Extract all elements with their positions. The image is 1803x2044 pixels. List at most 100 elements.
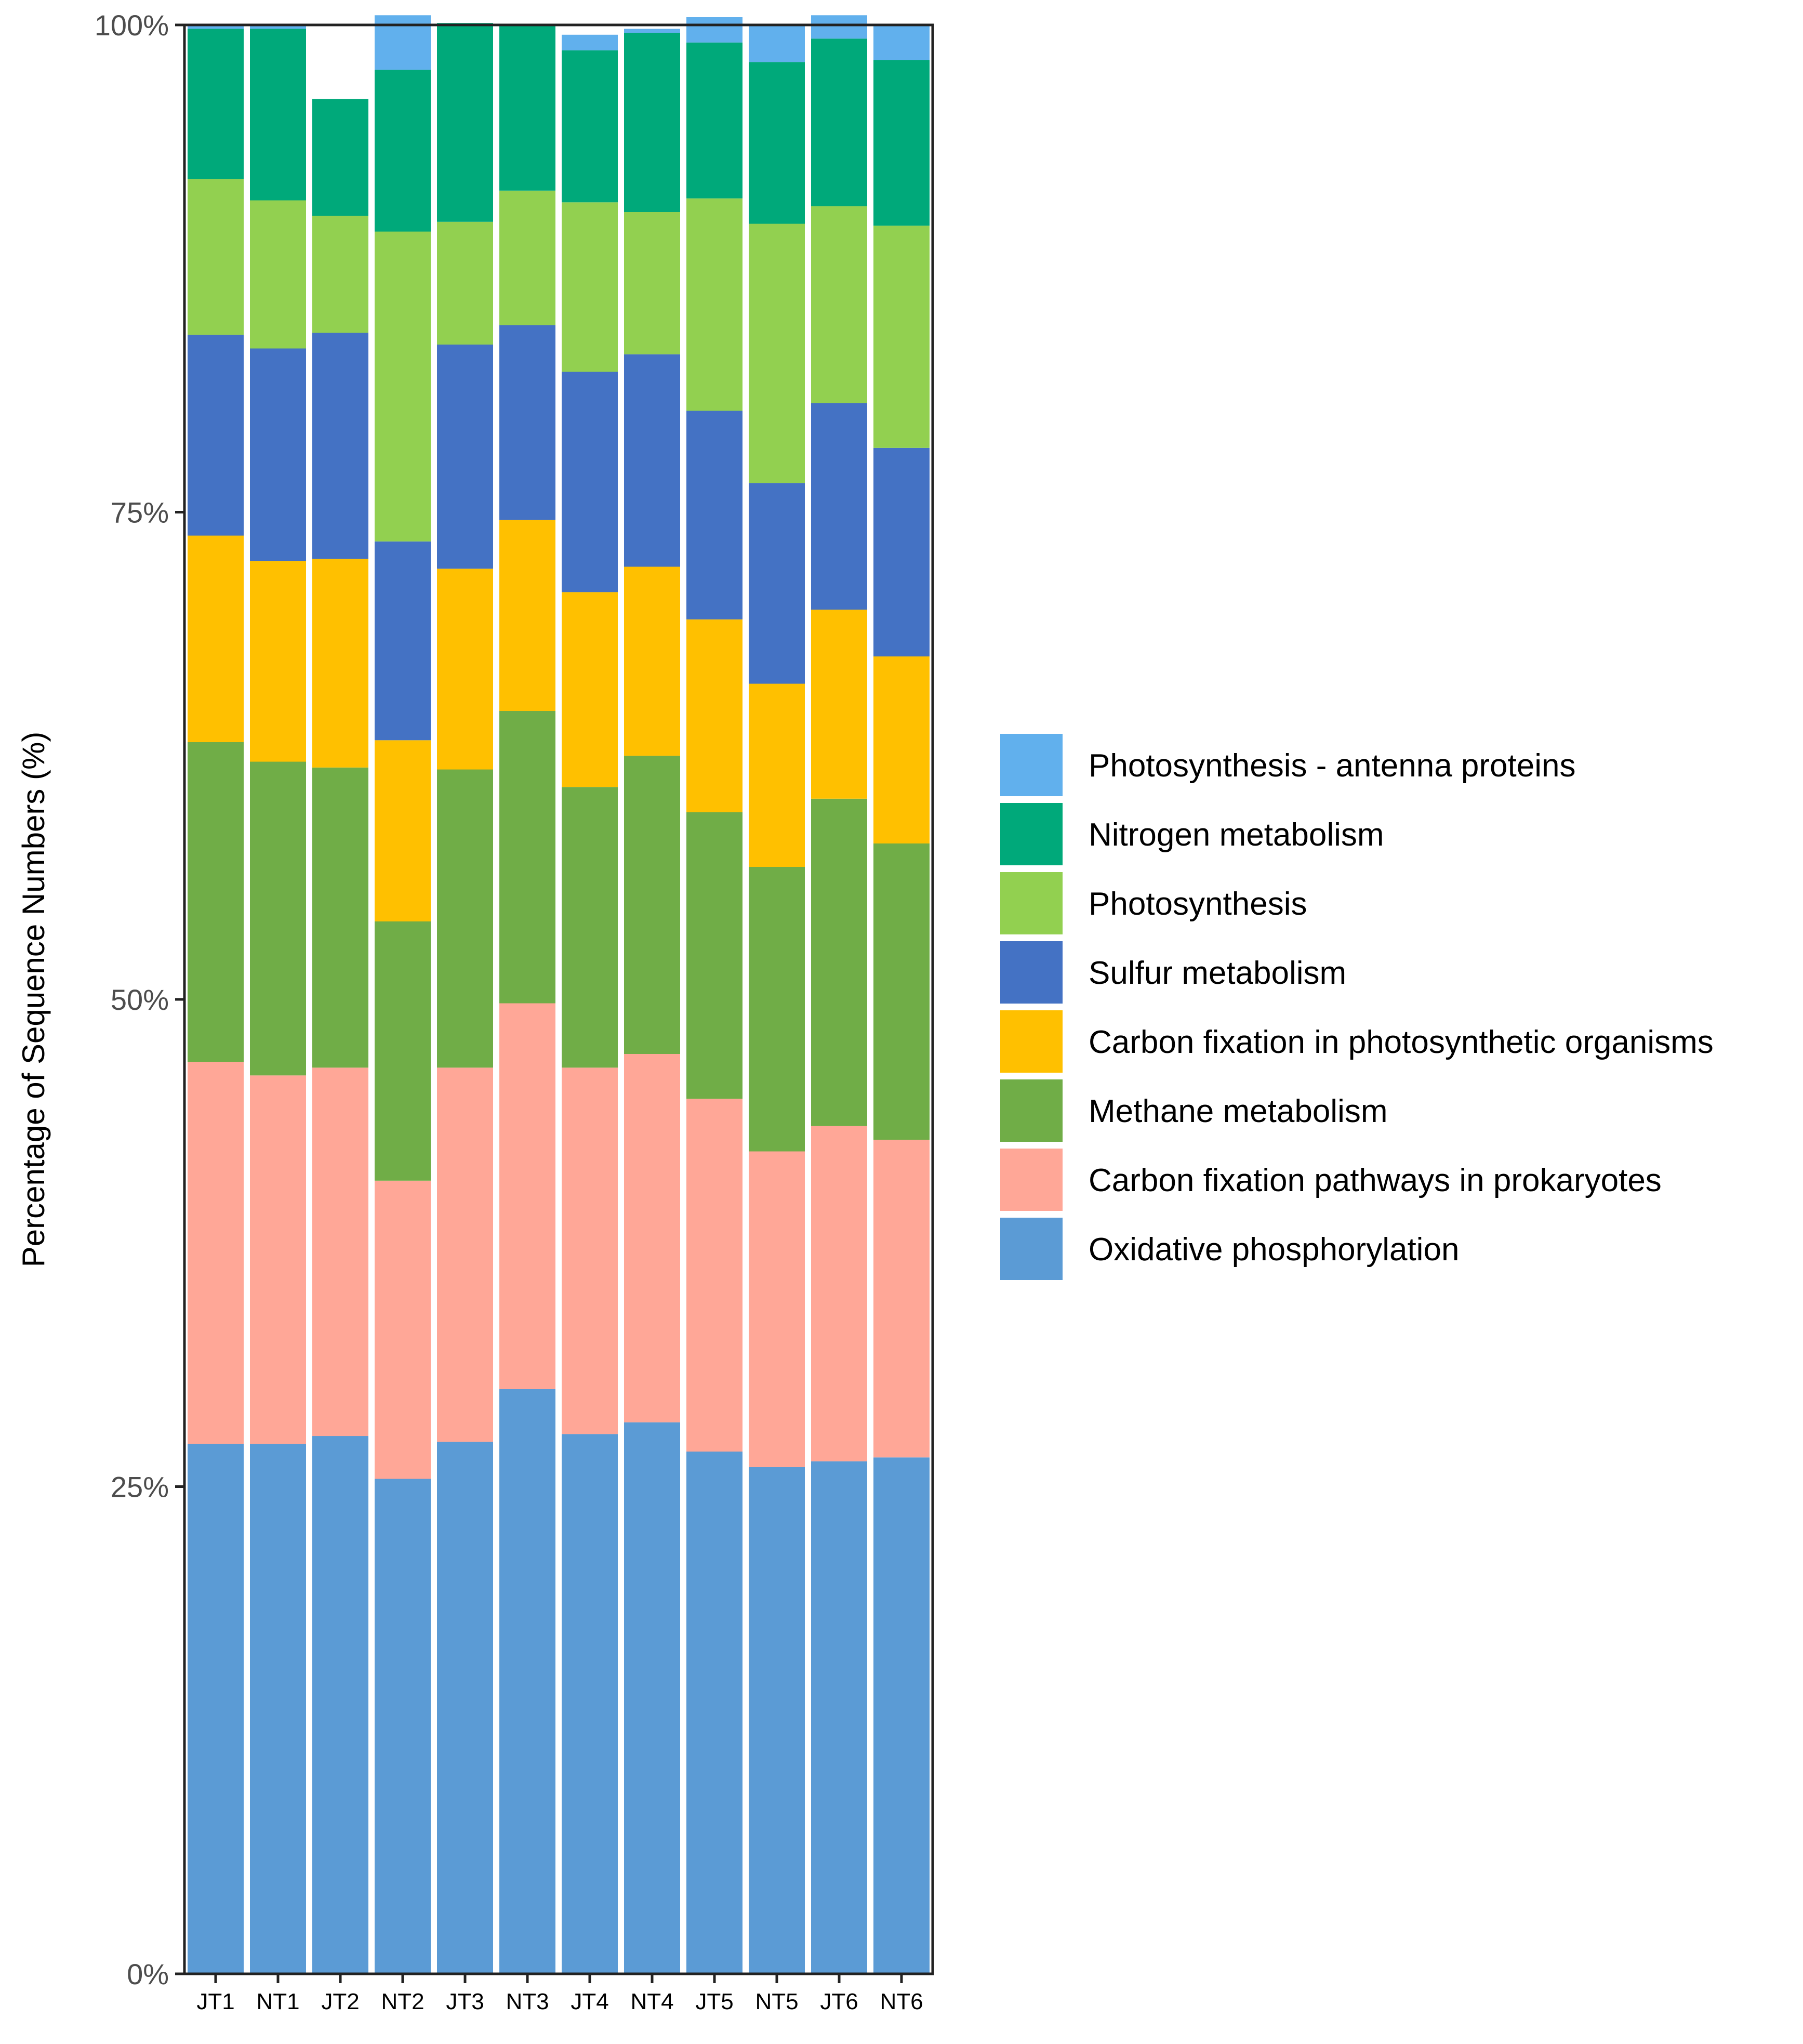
bar-segment-nt4-oxidative-phosphorylation <box>624 1422 680 1974</box>
bar-segment-jt4-sulfur-metabolism <box>562 372 618 592</box>
bar-segment-nt1-carbon-fixation-in-photosynthetic-organisms <box>250 561 306 762</box>
bar-segment-jt1-methane-metabolism <box>188 742 244 1062</box>
bar-segment-nt3-oxidative-phosphorylation <box>499 1389 555 1974</box>
bar-segment-nt2-oxidative-phosphorylation <box>375 1479 431 1974</box>
bar-segment-nt1-photosynthesis <box>250 200 306 349</box>
legend-item-oxidative-phosphorylation: Oxidative phosphorylation <box>1000 1218 1459 1280</box>
legend-item-methane-metabolism: Methane metabolism <box>1000 1079 1388 1142</box>
bar-segment-jt1-nitrogen-metabolism <box>188 29 244 179</box>
x-tick-label-jt2: JT2 <box>321 1989 359 2014</box>
bar-segment-jt2-carbon-fixation-pathways-in-prokaryotes <box>312 1067 368 1436</box>
bar-segment-jt5-oxidative-phosphorylation <box>686 1452 743 1974</box>
bar-segment-jt1-sulfur-metabolism <box>188 335 244 536</box>
bar-segment-nt6-methane-metabolism <box>873 843 930 1140</box>
legend: Photosynthesis - antenna proteins Nitroge… <box>1000 734 1714 1280</box>
bar-segment-nt3-photosynthesis <box>499 190 555 325</box>
legend-swatch <box>1000 1218 1063 1280</box>
bar-segment-nt2-photosynthesis-antenna-proteins <box>375 15 431 70</box>
legend-label: Photosynthesis - antenna proteins <box>1089 748 1575 784</box>
legend-label: Oxidative phosphorylation <box>1089 1232 1459 1268</box>
bar-segment-nt6-nitrogen-metabolism <box>873 60 930 226</box>
legend-label: Carbon fixation in photosynthetic organi… <box>1089 1024 1714 1060</box>
x-axis: JT1 NT1 JT2 NT2 JT3 NT3 JT4 NT4 JT5 NT5 JT6 NT6 <box>196 1974 923 2014</box>
bar-segment-jt5-photosynthesis <box>686 198 743 411</box>
legend-item-photosynthesis: Photosynthesis <box>1000 872 1307 934</box>
bar-segment-nt4-photosynthesis-antenna-proteins <box>624 29 680 33</box>
x-tick-label-nt1: NT1 <box>256 1989 299 2014</box>
y-tick-label: 0% <box>127 1958 169 1990</box>
bar-segment-jt2-photosynthesis <box>312 216 368 333</box>
bar-stack-jt2 <box>312 99 368 1974</box>
bar-segment-nt2-nitrogen-metabolism <box>375 70 431 232</box>
bar-segment-nt3-nitrogen-metabolism <box>499 25 555 191</box>
bar-segment-jt6-methane-metabolism <box>811 798 867 1126</box>
bar-segment-jt4-oxidative-phosphorylation <box>562 1434 618 1974</box>
bar-segment-nt6-sulfur-metabolism <box>873 447 930 657</box>
bar-segment-nt1-methane-metabolism <box>250 761 306 1076</box>
bar-stack-jt1 <box>188 25 244 1974</box>
bar-segment-jt5-carbon-fixation-in-photosynthetic-organisms <box>686 619 743 812</box>
bar-segment-jt1-photosynthesis <box>188 179 244 335</box>
bar-stack-jt6 <box>811 15 867 1974</box>
x-tick-label-jt6: JT6 <box>820 1989 858 2014</box>
bar-segment-jt4-carbon-fixation-pathways-in-prokaryotes <box>562 1067 618 1434</box>
bar-segment-nt3-carbon-fixation-in-photosynthetic-organisms <box>499 520 555 711</box>
bars-layer <box>188 15 930 1974</box>
bar-segment-nt3-carbon-fixation-pathways-in-prokaryotes <box>499 1003 555 1389</box>
bar-segment-jt3-photosynthesis <box>437 221 493 345</box>
bar-segment-jt6-photosynthesis <box>811 206 867 403</box>
bar-segment-jt5-methane-metabolism <box>686 812 743 1099</box>
bar-segment-nt2-carbon-fixation-in-photosynthetic-organisms <box>375 740 431 921</box>
bar-segment-nt5-carbon-fixation-in-photosynthetic-organisms <box>749 683 805 867</box>
legend-label: Carbon fixation pathways in prokaryotes <box>1089 1163 1662 1198</box>
x-tick-label-nt6: NT6 <box>880 1989 923 2014</box>
x-tick-label-jt5: JT5 <box>695 1989 733 2014</box>
bar-segment-nt5-sulfur-metabolism <box>749 483 805 684</box>
bar-segment-nt6-carbon-fixation-pathways-in-prokaryotes <box>873 1140 930 1458</box>
legend-swatch <box>1000 1149 1063 1211</box>
legend-label: Nitrogen metabolism <box>1089 817 1384 853</box>
bar-segment-jt4-photosynthesis <box>562 202 618 372</box>
bar-segment-nt4-carbon-fixation-pathways-in-prokaryotes <box>624 1054 680 1422</box>
bar-segment-jt1-carbon-fixation-pathways-in-prokaryotes <box>188 1062 244 1444</box>
bar-segment-nt4-nitrogen-metabolism <box>624 33 680 212</box>
bar-stack-jt5 <box>686 17 743 1974</box>
bar-segment-nt3-sulfur-metabolism <box>499 325 555 520</box>
bar-stack-nt2 <box>375 15 431 1974</box>
legend-item-sulfur-metabolism: Sulfur metabolism <box>1000 941 1346 1004</box>
bar-segment-jt5-carbon-fixation-pathways-in-prokaryotes <box>686 1099 743 1452</box>
bar-segment-jt6-sulfur-metabolism <box>811 403 867 610</box>
bar-segment-nt2-carbon-fixation-pathways-in-prokaryotes <box>375 1180 431 1479</box>
bar-segment-jt6-oxidative-phosphorylation <box>811 1461 867 1974</box>
legend-swatch <box>1000 872 1063 934</box>
bar-segment-jt2-oxidative-phosphorylation <box>312 1436 368 1974</box>
y-tick-label: 100% <box>95 9 169 42</box>
bar-segment-jt5-nitrogen-metabolism <box>686 42 743 199</box>
y-axis-title: Percentage of Sequence Numbers (%) <box>16 732 51 1268</box>
bar-segment-nt6-photosynthesis-antenna-proteins <box>873 25 930 60</box>
bar-segment-nt5-nitrogen-metabolism <box>749 62 805 224</box>
legend-label: Methane metabolism <box>1089 1093 1388 1129</box>
bar-segment-jt5-photosynthesis-antenna-proteins <box>686 17 743 43</box>
bar-segment-nt1-carbon-fixation-pathways-in-prokaryotes <box>250 1075 306 1444</box>
legend-item-carbon-fixation-in-photosynthetic-organisms: Carbon fixation in photosynthetic organi… <box>1000 1010 1714 1073</box>
legend-swatch <box>1000 1010 1063 1073</box>
bar-segment-jt4-photosynthesis-antenna-proteins <box>562 34 618 50</box>
bar-stack-nt6 <box>873 25 930 1974</box>
bar-segment-jt3-methane-metabolism <box>437 769 493 1068</box>
bar-segment-nt6-photosynthesis <box>873 226 930 448</box>
bar-segment-jt6-photosynthesis-antenna-proteins <box>811 15 867 39</box>
bar-segment-jt4-carbon-fixation-in-photosynthetic-organisms <box>562 592 618 787</box>
bar-segment-nt3-methane-metabolism <box>499 711 555 1004</box>
y-tick-label: 50% <box>111 983 169 1016</box>
bar-segment-nt5-carbon-fixation-pathways-in-prokaryotes <box>749 1151 805 1467</box>
legend-swatch <box>1000 734 1063 796</box>
legend-item-nitrogen-metabolism: Nitrogen metabolism <box>1000 803 1384 865</box>
bar-stack-nt4 <box>624 29 680 1974</box>
bar-segment-jt2-nitrogen-metabolism <box>312 99 368 216</box>
x-tick-label-jt1: JT1 <box>196 1989 234 2014</box>
y-tick-label: 75% <box>111 496 169 529</box>
bar-segment-nt1-sulfur-metabolism <box>250 348 306 561</box>
